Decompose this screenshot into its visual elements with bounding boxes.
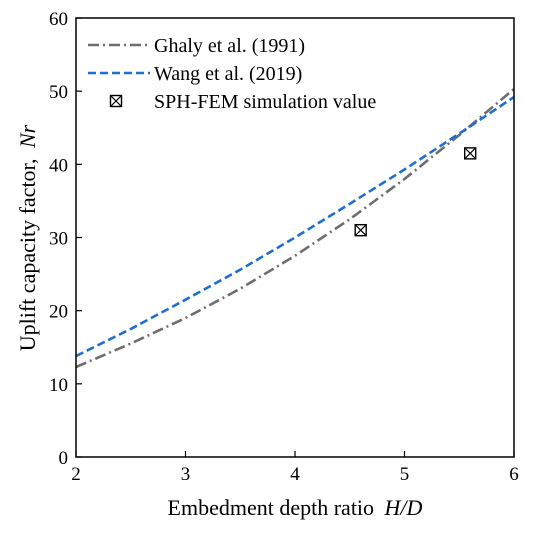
data-point [354,223,367,237]
y-tick-label: 0 [59,448,69,469]
y-tick-label: 60 [49,9,68,30]
series-line-0 [75,87,515,369]
y-tick-label: 50 [49,82,68,103]
x-tick-label: 5 [400,464,410,485]
legend-item: Wang et al. (2019) [88,63,302,85]
x-tick-label: 2 [71,464,81,485]
x-axis-title: Embedment depth ratio H/D [168,495,423,520]
y-axis-title: Uplift capacity factor, Nr [15,124,40,351]
y-tick-label: 10 [49,375,68,396]
x-axis-variable: H/D [384,495,423,520]
x-tick-label: 4 [290,464,300,485]
x-tick-label: 6 [509,464,519,485]
legend-item: SPH-FEM simulation value [109,91,376,113]
data-point [464,147,477,160]
plot-frame [75,17,515,458]
y-tick-label: 20 [49,302,68,323]
x-axis-label: Embedment depth ratio [168,495,375,520]
series-layer [75,87,515,369]
x-tick-label: 3 [181,464,191,485]
y-axis-label: Uplift capacity factor, [15,159,40,352]
legend-item: Ghaly et al. (1991) [88,35,305,57]
legend-label: SPH-FEM simulation value [154,91,376,113]
y-axis-variable: Nr [15,124,40,149]
series-line-1 [75,95,515,358]
y-tick-label: 40 [49,155,68,176]
legend-label: Wang et al. (2019) [154,63,302,85]
legend-label: Ghaly et al. (1991) [154,35,305,57]
y-tick-label: 30 [49,229,68,250]
legend-marker [109,94,123,108]
legend: Ghaly et al. (1991) Wang et al. (2019) SPH… [88,35,376,113]
